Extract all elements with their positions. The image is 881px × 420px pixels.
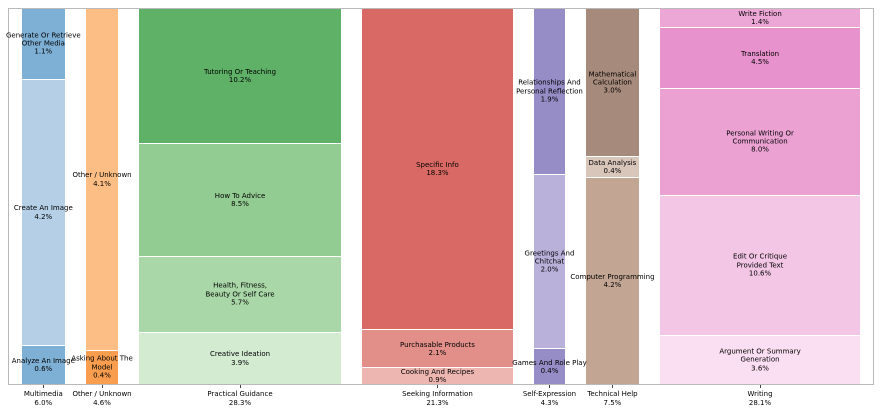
x-tick-mark (760, 385, 762, 388)
x-tick-label-writing: Writing 28.1% (748, 390, 773, 408)
category-total-percentage: 4.3% (540, 399, 559, 408)
x-tick-mark (102, 385, 104, 388)
category-total-percentage: 4.6% (93, 399, 111, 408)
segment-edit-or-critique-provided-text: Edit Or Critique Provided Text 10.6% (660, 194, 860, 336)
category-name: Other / Unknown (72, 390, 132, 398)
plot-area: Generate Or Retrieve Other Media 1.1% Creat… (6, 8, 874, 385)
category-total-percentage: 28.1% (748, 399, 772, 408)
x-tick-label-other-unknown: Other / Unknown 4.6% (72, 390, 131, 408)
category-column-seeking-information: Specific Info 18.3% Purchasable Products 2.… (361, 9, 514, 384)
x-tick-label-multimedia: Multimedia 6.0% (24, 390, 63, 408)
segment-specific-info: Specific Info 18.3% (361, 9, 514, 330)
category-name: Self-Expression (522, 390, 577, 398)
x-tick-mark (240, 385, 242, 388)
category-column-writing: Write Fiction 1.4% Translation 4.5% Personal… (660, 9, 860, 384)
x-tick-mark (437, 385, 439, 388)
x-tick-mark (612, 385, 614, 388)
x-tick-label-seeking-information: Seeking Information 21.3% (402, 390, 473, 408)
category-total-percentage: 28.3% (228, 399, 252, 408)
category-name: Writing (747, 390, 773, 398)
category-name: Multimedia (23, 390, 63, 398)
category-total-percentage: 6.0% (34, 399, 53, 408)
category-total-percentage: 7.5% (603, 399, 622, 408)
segment-personal-writing-or-communication: Personal Writing Or Communication 8.0% (660, 87, 860, 195)
x-tick-label-self-expression: Self-Expression 4.3% (523, 390, 576, 408)
category-name: Technical Help (587, 390, 638, 398)
x-tick-mark (549, 385, 551, 388)
category-total-percentage: 21.3% (426, 399, 449, 408)
x-tick-label-technical-help: Technical Help 7.5% (587, 390, 637, 408)
category-name: Seeking Information (402, 390, 473, 398)
x-tick-mark (43, 385, 45, 388)
x-tick-label-practical-guidance: Practical Guidance 28.3% (207, 390, 272, 408)
category-name: Practical Guidance (207, 390, 273, 398)
